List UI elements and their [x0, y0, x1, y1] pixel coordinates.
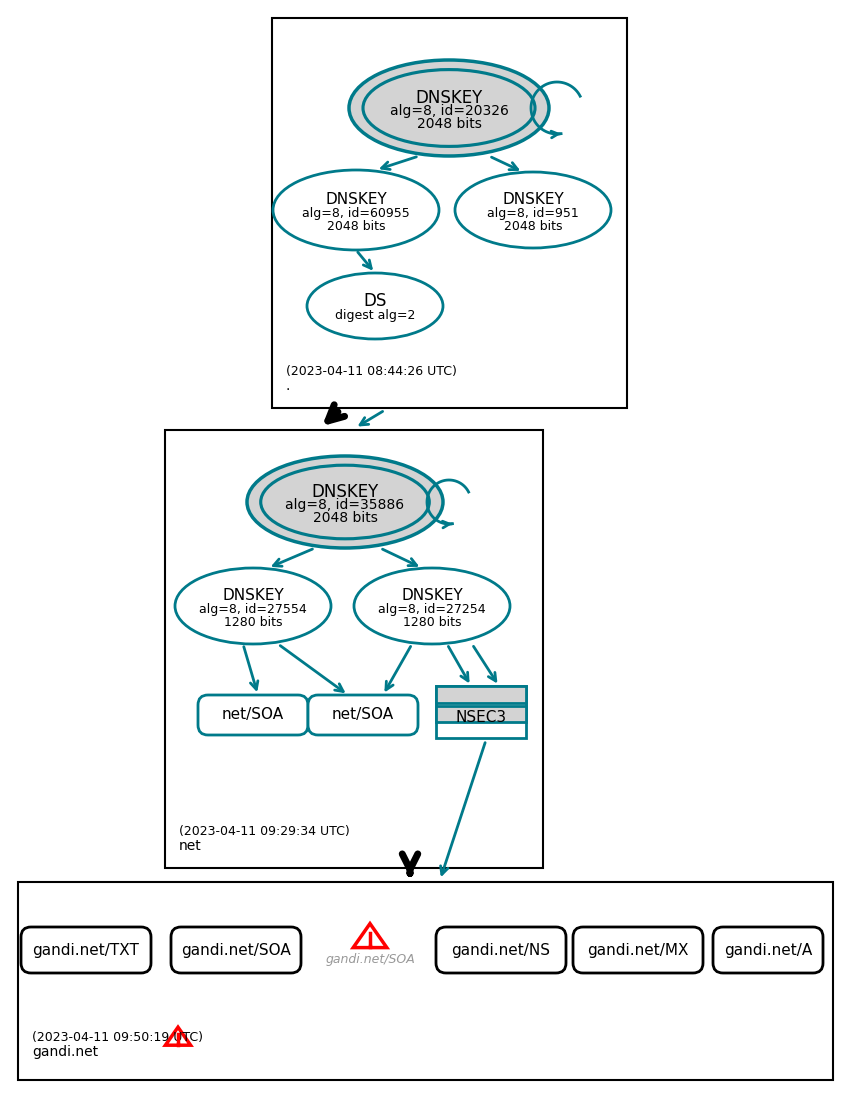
FancyBboxPatch shape	[713, 927, 823, 973]
FancyBboxPatch shape	[436, 927, 566, 973]
Text: DNSKEY: DNSKEY	[401, 589, 463, 604]
Text: gandi.net/A: gandi.net/A	[724, 942, 812, 957]
Text: alg=8, id=35886: alg=8, id=35886	[285, 498, 405, 512]
Polygon shape	[353, 923, 387, 948]
Text: gandi.net/TXT: gandi.net/TXT	[32, 942, 139, 957]
FancyBboxPatch shape	[21, 927, 151, 973]
Text: DS: DS	[363, 292, 386, 310]
Text: DNSKEY: DNSKEY	[325, 192, 387, 208]
Bar	[436, 686, 526, 738]
FancyBboxPatch shape	[171, 927, 301, 973]
Bar	[436, 706, 526, 722]
Text: alg=8, id=27254: alg=8, id=27254	[378, 603, 486, 616]
Ellipse shape	[175, 568, 331, 645]
Text: (2023-04-11 08:44:26 UTC): (2023-04-11 08:44:26 UTC)	[286, 366, 457, 379]
Text: gandi.net/SOA: gandi.net/SOA	[181, 942, 291, 957]
Ellipse shape	[354, 568, 510, 645]
Text: (2023-04-11 09:29:34 UTC): (2023-04-11 09:29:34 UTC)	[179, 826, 350, 839]
Bar	[165, 430, 543, 869]
Text: 2048 bits: 2048 bits	[503, 220, 562, 233]
Text: DNSKEY: DNSKEY	[222, 589, 284, 604]
Text: .: .	[286, 379, 290, 393]
Text: alg=8, id=27554: alg=8, id=27554	[200, 603, 306, 616]
Text: 2048 bits: 2048 bits	[312, 511, 378, 525]
Text: gandi.net/SOA: gandi.net/SOA	[325, 953, 415, 966]
Ellipse shape	[349, 60, 549, 156]
Text: DNSKEY: DNSKEY	[312, 483, 379, 501]
Text: 2048 bits: 2048 bits	[327, 220, 385, 233]
Ellipse shape	[307, 273, 443, 339]
Text: net/SOA: net/SOA	[332, 707, 394, 722]
FancyBboxPatch shape	[198, 695, 308, 735]
Text: net/SOA: net/SOA	[222, 707, 284, 722]
Bar	[436, 686, 526, 703]
Text: gandi.net: gandi.net	[32, 1045, 98, 1058]
Ellipse shape	[455, 172, 611, 248]
Ellipse shape	[247, 456, 443, 548]
Ellipse shape	[273, 170, 439, 250]
Text: DNSKEY: DNSKEY	[502, 192, 564, 208]
Text: digest alg=2: digest alg=2	[335, 309, 415, 322]
Text: DNSKEY: DNSKEY	[415, 89, 482, 107]
Text: 1280 bits: 1280 bits	[402, 616, 461, 628]
Text: alg=8, id=60955: alg=8, id=60955	[302, 206, 410, 220]
Polygon shape	[166, 1028, 190, 1045]
Text: net: net	[179, 839, 202, 853]
Text: alg=8, id=951: alg=8, id=951	[487, 206, 579, 220]
Text: 2048 bits: 2048 bits	[417, 117, 481, 131]
Text: alg=8, id=20326: alg=8, id=20326	[390, 104, 509, 117]
FancyBboxPatch shape	[573, 927, 703, 973]
Text: gandi.net/MX: gandi.net/MX	[588, 942, 689, 957]
Text: gandi.net/NS: gandi.net/NS	[452, 942, 550, 957]
Text: NSEC3: NSEC3	[455, 710, 507, 726]
Text: 1280 bits: 1280 bits	[224, 616, 282, 628]
Text: (2023-04-11 09:50:19 UTC): (2023-04-11 09:50:19 UTC)	[32, 1031, 203, 1044]
FancyBboxPatch shape	[308, 695, 418, 735]
Bar	[18, 882, 833, 1080]
Bar	[272, 18, 627, 408]
